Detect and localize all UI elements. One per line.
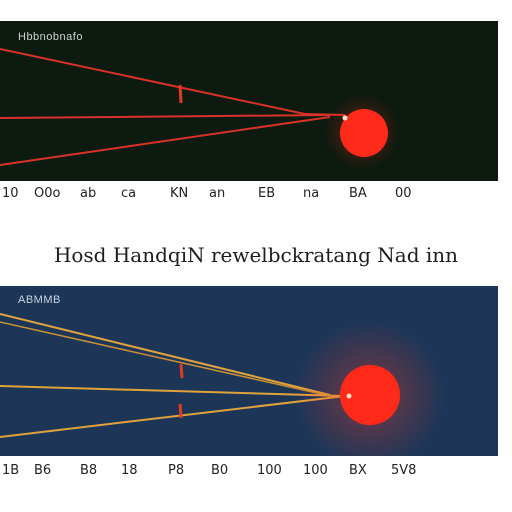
scale-label: EB: [258, 186, 276, 201]
beam-ray-upper: [0, 48, 306, 115]
beam-ray-middle: [0, 114, 331, 119]
scale-label: B0: [211, 463, 229, 478]
bottom-panel-label: ABMMB: [18, 294, 61, 306]
beam-ray-upper: [0, 313, 331, 396]
top-scale: 10 O0o ab ca KN an EB na BA 00: [0, 186, 512, 204]
source-spot: [340, 109, 388, 157]
scale-label: KN: [170, 186, 189, 201]
scale-label: 18: [121, 463, 138, 478]
source-highlight: [342, 115, 348, 121]
scale-label: BX: [349, 463, 367, 478]
scale-label: B6: [34, 463, 52, 478]
scale-label: P8: [168, 463, 185, 478]
top-beam-panel: Hbbnobnafo: [0, 21, 498, 181]
scale-label: ab: [80, 186, 97, 201]
source-highlight: [346, 393, 352, 399]
top-beam-diagram: [0, 48, 400, 170]
beam-marker-upper: [179, 363, 184, 379]
beam-marker: [178, 84, 183, 104]
source-spot: [340, 365, 400, 425]
top-panel-label: Hbbnobnafo: [18, 31, 83, 43]
scale-label: 100: [303, 463, 328, 478]
bottom-beam-panel: ABMMB: [0, 286, 498, 456]
scale-label: 1B: [2, 463, 20, 478]
diagram-title: Hosd HandqiN rewelbckratang Nad inn: [53, 243, 459, 267]
scale-label: 00: [395, 186, 412, 201]
beam-marker-lower: [178, 403, 183, 419]
bottom-beam-diagram: [0, 313, 445, 456]
scale-label: 5V8: [391, 463, 417, 478]
beam-ray-lower: [0, 395, 346, 438]
scale-label: 100: [257, 463, 282, 478]
beam-ray-middle: [0, 385, 346, 397]
scale-label: an: [209, 186, 226, 201]
scale-label: ca: [121, 186, 137, 201]
scale-label: 10: [2, 186, 19, 201]
beam-ray-lower: [0, 116, 331, 166]
scale-label: O0o: [34, 186, 61, 201]
beam-ray-upper-2: [0, 321, 331, 397]
scale-label: BA: [349, 186, 367, 201]
scale-label: B8: [80, 463, 98, 478]
bottom-scale: 1B B6 B8 18 P8 B0 100 100 BX 5V8: [0, 463, 512, 481]
scale-label: na: [303, 186, 320, 201]
